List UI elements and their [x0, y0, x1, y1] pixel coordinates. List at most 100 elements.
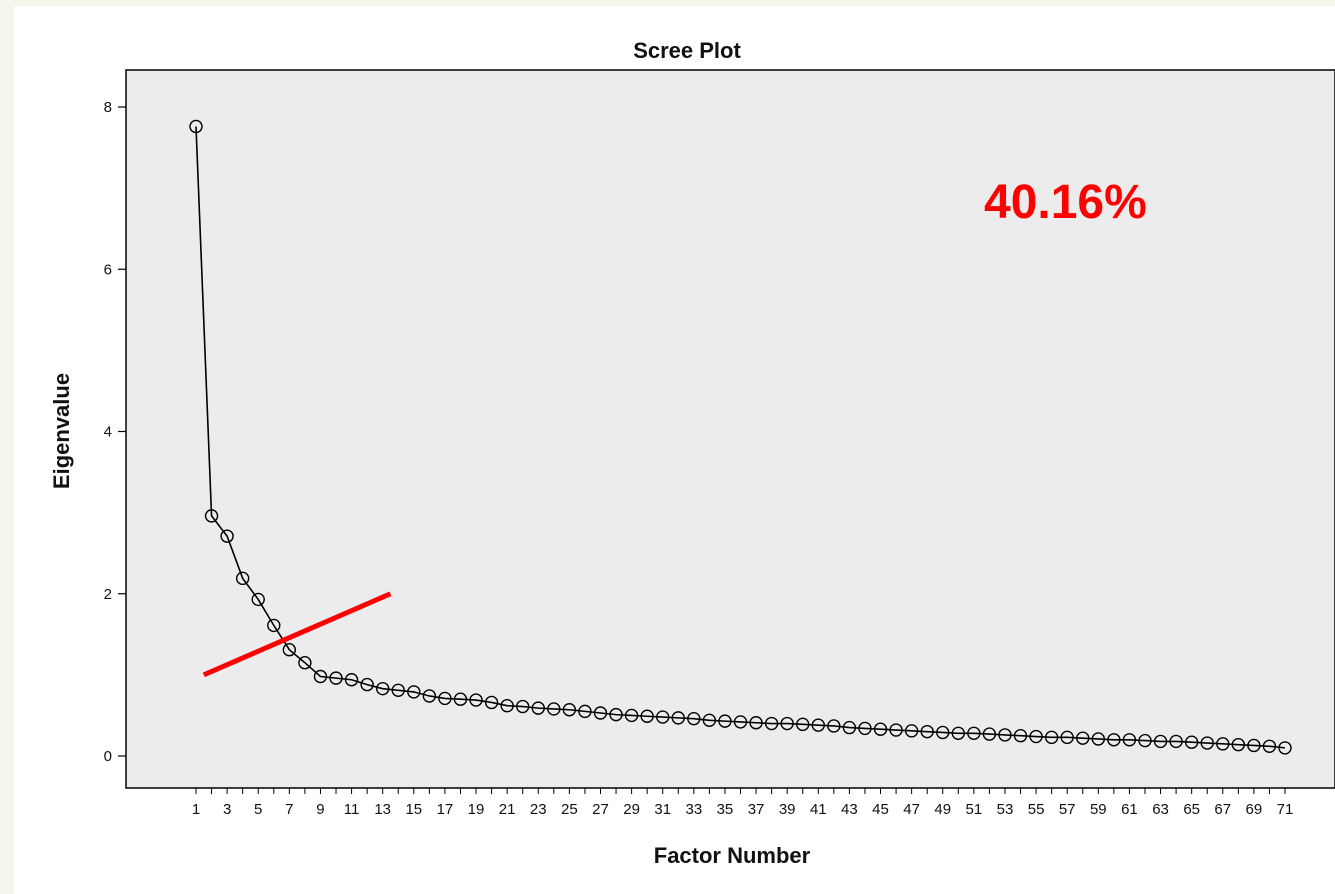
data-point-marker: [422, 689, 437, 703]
data-point-marker: [344, 673, 359, 687]
data-point-marker: [516, 699, 530, 714]
data-point-marker: [1013, 729, 1028, 743]
x-tick-label: 35: [717, 801, 734, 818]
x-tick-label: 55: [1028, 801, 1045, 818]
data-point-marker: [873, 722, 888, 736]
x-tick-label: 59: [1090, 801, 1107, 818]
data-point-marker: [547, 702, 561, 716]
data-point-marker: [811, 718, 825, 732]
x-tick-label: 41: [810, 801, 827, 818]
data-point-marker: [749, 716, 763, 730]
y-tick-label: 0: [104, 748, 112, 765]
data-point-marker: [1153, 734, 1168, 749]
x-tick-label: 57: [1059, 801, 1076, 818]
data-point-marker: [313, 669, 328, 684]
data-point-marker: [578, 704, 592, 719]
x-tick-label: 7: [285, 801, 293, 818]
x-tick-label: 1: [192, 801, 200, 818]
y-tick-label: 4: [104, 424, 112, 441]
data-point-marker: [1044, 730, 1059, 745]
y-tick-label: 2: [104, 586, 112, 603]
annotations: [202, 591, 392, 678]
data-point-marker: [1060, 730, 1074, 745]
data-point-marker: [204, 509, 219, 523]
x-tick-label: 3: [223, 801, 231, 818]
x-tick-label: 19: [468, 801, 485, 818]
data-point-marker: [1029, 729, 1043, 744]
data-point-marker: [251, 592, 265, 607]
data-point-marker: [671, 711, 685, 725]
scree-plot-chart: Scree Plot Eigenvalue Factor Number 0 2 4 6…: [49, 38, 1335, 868]
x-tick-label: 9: [316, 801, 324, 818]
data-point-marker: [702, 713, 717, 728]
data-point-marker: [1138, 733, 1152, 748]
x-tick-label: 53: [997, 801, 1014, 818]
x-tick-label: 13: [374, 801, 391, 818]
data-point-marker: [360, 677, 374, 692]
data-point-marker: [951, 726, 965, 740]
x-tick-label: 51: [966, 801, 983, 818]
x-tick-label: 27: [592, 801, 609, 818]
y-tick-label: 6: [104, 261, 112, 278]
x-tick-label: 39: [779, 801, 796, 818]
data-point-marker: [889, 723, 903, 737]
data-point-marker: [1122, 733, 1137, 747]
data-point-marker: [1247, 738, 1261, 753]
data-point-marker: [375, 681, 390, 696]
data-point-marker: [189, 119, 203, 134]
chart-title: Scree Plot: [633, 38, 741, 63]
data-point-marker: [858, 721, 872, 736]
data-point-marker: [656, 710, 670, 724]
data-point-marker: [469, 693, 483, 707]
data-point-marker: [531, 701, 545, 715]
x-tick-label: 63: [1152, 801, 1169, 818]
eigenvalue-series: [189, 119, 1292, 755]
data-point-marker: [298, 656, 312, 670]
x-tick-label: 69: [1246, 801, 1263, 818]
data-point-marker: [1200, 736, 1214, 750]
x-tick-label: 23: [530, 801, 547, 818]
data-point-marker: [1278, 741, 1292, 755]
data-point-marker: [1262, 739, 1277, 753]
x-tick-label: 17: [437, 801, 454, 818]
data-point-marker: [1076, 731, 1090, 745]
data-point-marker: [593, 706, 608, 720]
data-point-marker: [562, 703, 577, 717]
x-tick-label: 65: [1183, 801, 1200, 818]
y-axis: 0 2 4 6 8: [104, 99, 126, 765]
data-point-marker: [733, 715, 748, 729]
data-point-marker: [329, 671, 343, 685]
data-point-marker: [1231, 737, 1246, 752]
data-point-marker: [235, 571, 250, 586]
percent-annotation: 40.16%: [984, 176, 1147, 229]
elbow-cutoff-line: [202, 591, 392, 678]
data-point-marker: [1169, 734, 1183, 749]
data-point-marker: [267, 618, 281, 633]
y-tick-label: 8: [104, 99, 112, 116]
data-point-marker: [687, 711, 701, 726]
x-tick-label: 61: [1121, 801, 1138, 818]
x-tick-label: 43: [841, 801, 858, 818]
data-point-marker: [484, 695, 499, 710]
data-point-marker: [827, 719, 841, 733]
data-point-marker: [967, 726, 981, 740]
x-axis: 1 3 5 7 9 11 13 15 17 19 21 23 25 27 29 31 33 35 37 39 41 43 4…: [192, 788, 1293, 818]
data-point-marker: [453, 692, 468, 706]
data-point-marker: [220, 529, 234, 543]
data-point-marker: [718, 714, 732, 728]
data-point-marker: [609, 707, 623, 722]
data-point-marker: [842, 720, 857, 735]
data-point-marker: [407, 685, 421, 699]
data-point-marker: [1107, 733, 1121, 747]
data-point-marker: [780, 716, 794, 731]
x-tick-label: 31: [654, 801, 671, 818]
data-point-marker: [1091, 732, 1106, 746]
x-tick-label: 37: [748, 801, 765, 818]
plot-area: [125, 69, 1335, 789]
x-tick-label: 25: [561, 801, 578, 818]
data-point-marker: [982, 727, 997, 741]
data-point-marker: [438, 691, 452, 706]
x-tick-label: 5: [254, 801, 262, 818]
data-point-marker: [764, 716, 779, 731]
